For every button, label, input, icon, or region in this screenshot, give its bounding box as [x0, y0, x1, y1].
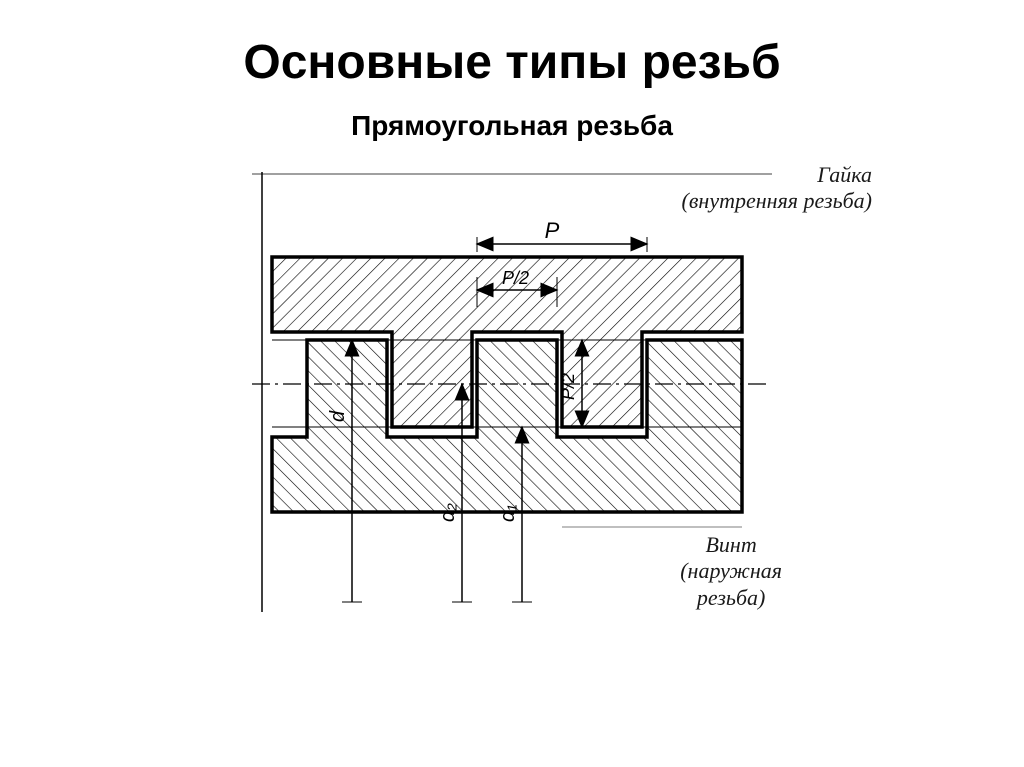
page-title: Основные типы резьб	[0, 0, 1024, 90]
dim-d-text: d	[327, 410, 349, 422]
screw-line3: резьба)	[697, 585, 765, 610]
screw-line1: Винт	[705, 532, 756, 557]
nut-annotation: Гайка (внутренняя резьба)	[682, 162, 872, 215]
dim-d2-text: d₂	[437, 503, 459, 522]
thread-diagram: d d₂ d₁ P/2 P P/2 Гайка (внутренняя резь…	[212, 162, 812, 642]
screw-annotation: Винт (наружная резьба)	[680, 532, 782, 611]
nut-line2: (внутренняя резьба)	[682, 188, 872, 213]
dim-p2h-text: P/2	[502, 268, 529, 288]
dim-d1-text: d₁	[497, 505, 519, 522]
dim-p-text: P	[545, 218, 560, 243]
page-subtitle: Прямоугольная резьба	[0, 110, 1024, 142]
screw-line2: (наружная	[680, 558, 782, 583]
nut-line1: Гайка	[817, 162, 872, 187]
dim-p2v-text: P/2	[558, 373, 578, 400]
